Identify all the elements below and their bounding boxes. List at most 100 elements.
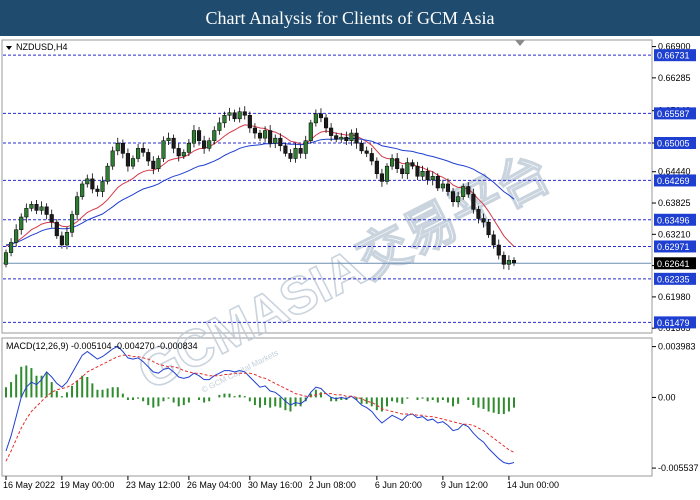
candle-body xyxy=(334,135,339,140)
candle xyxy=(318,108,324,123)
candle-body xyxy=(298,148,303,154)
candle-body xyxy=(511,260,517,264)
moving-averages xyxy=(5,124,515,247)
candle-body xyxy=(75,196,80,215)
candle-body xyxy=(445,183,451,192)
candle xyxy=(369,147,374,166)
price-tick-label: 0.66900 xyxy=(658,42,691,52)
candle xyxy=(308,119,313,144)
candle xyxy=(456,191,461,208)
candle xyxy=(156,155,161,172)
level-price-label: 0.63496 xyxy=(657,215,690,225)
candle-body xyxy=(69,214,75,233)
macd-tick-label: 0.003983 xyxy=(658,342,696,352)
candle-body xyxy=(146,152,151,162)
candle-body xyxy=(252,127,257,134)
candle-body xyxy=(64,232,70,246)
macd-axis: 0.003983 0.00 -0.005537 xyxy=(652,342,699,473)
candle-body xyxy=(202,140,207,149)
candle-body xyxy=(141,148,146,153)
candle xyxy=(110,146,115,170)
candle xyxy=(390,154,395,170)
candle-body xyxy=(359,142,364,152)
time-tick-label: 6 Jun 20:00 xyxy=(375,480,422,490)
candle xyxy=(130,155,136,170)
candle xyxy=(64,226,70,250)
candle-body xyxy=(217,122,222,131)
candle xyxy=(125,148,130,172)
candle xyxy=(136,144,141,163)
candle-body xyxy=(257,132,263,139)
level-price-box xyxy=(654,316,696,329)
candle-body xyxy=(14,229,19,243)
candle xyxy=(278,133,283,152)
candle xyxy=(384,163,390,185)
candle-body xyxy=(95,188,100,192)
candle-body xyxy=(196,130,202,141)
candle xyxy=(364,146,369,158)
candle xyxy=(34,200,39,215)
time-tick-label: 26 May 04:00 xyxy=(187,480,242,490)
candle xyxy=(415,161,420,180)
candle xyxy=(486,219,491,238)
candle xyxy=(257,130,263,142)
candle-body xyxy=(263,130,268,139)
candle xyxy=(329,123,334,142)
candle xyxy=(420,165,425,181)
candle-body xyxy=(308,122,313,141)
chart-shift-marker-icon[interactable] xyxy=(515,40,525,46)
candle-body xyxy=(9,242,14,253)
candle xyxy=(293,142,298,163)
candle xyxy=(273,134,278,149)
candle xyxy=(115,137,120,156)
candle xyxy=(29,201,34,212)
level-price-label: 0.62335 xyxy=(657,274,690,284)
candle-body xyxy=(471,193,476,210)
candle xyxy=(252,123,257,139)
candle-body xyxy=(283,145,288,154)
current-price-box xyxy=(654,257,696,270)
candle-body xyxy=(496,244,501,256)
candle xyxy=(202,135,207,154)
level-price-label: 0.62971 xyxy=(657,242,690,252)
candle xyxy=(80,180,85,200)
candle-body xyxy=(384,165,390,182)
candle xyxy=(207,137,212,152)
candle xyxy=(161,136,166,163)
page-title: Chart Analysis for Clients of GCM Asia xyxy=(205,7,495,28)
level-price-box xyxy=(654,213,696,226)
candle xyxy=(461,183,466,200)
candle xyxy=(196,126,202,146)
candle-body xyxy=(410,162,415,167)
time-tick-label: 9 Jun 12:00 xyxy=(441,480,488,490)
candle-body xyxy=(476,209,481,219)
candle-body xyxy=(450,191,456,203)
candle-body xyxy=(415,165,420,177)
candle-body xyxy=(39,206,44,211)
level-price-label: 0.65587 xyxy=(657,109,690,119)
candle xyxy=(181,149,186,160)
candle xyxy=(283,142,288,157)
candle-body xyxy=(212,130,217,141)
candle-body xyxy=(344,136,349,141)
chart-title-bar: Chart Analysis for Clients of GCM Asia xyxy=(0,0,700,36)
time-tick-label: 30 May 16:00 xyxy=(248,480,303,490)
candle-body xyxy=(19,216,24,230)
level-price-label: 0.64269 xyxy=(657,176,690,186)
candles xyxy=(3,106,517,270)
candle xyxy=(24,203,29,223)
candle xyxy=(344,131,349,145)
price-panel-frame xyxy=(1,39,653,334)
candle-body xyxy=(100,181,105,192)
candle-body xyxy=(125,153,130,167)
candle-body xyxy=(176,148,181,157)
candle xyxy=(232,109,237,122)
candle xyxy=(120,139,125,159)
time-tick-label: 19 May 00:00 xyxy=(60,480,115,490)
symbol-dropdown-icon[interactable] xyxy=(6,46,12,50)
candle xyxy=(171,134,176,154)
candle-body xyxy=(90,178,95,190)
candle xyxy=(191,125,197,148)
candle-body xyxy=(59,235,64,246)
candle-body xyxy=(420,170,425,177)
